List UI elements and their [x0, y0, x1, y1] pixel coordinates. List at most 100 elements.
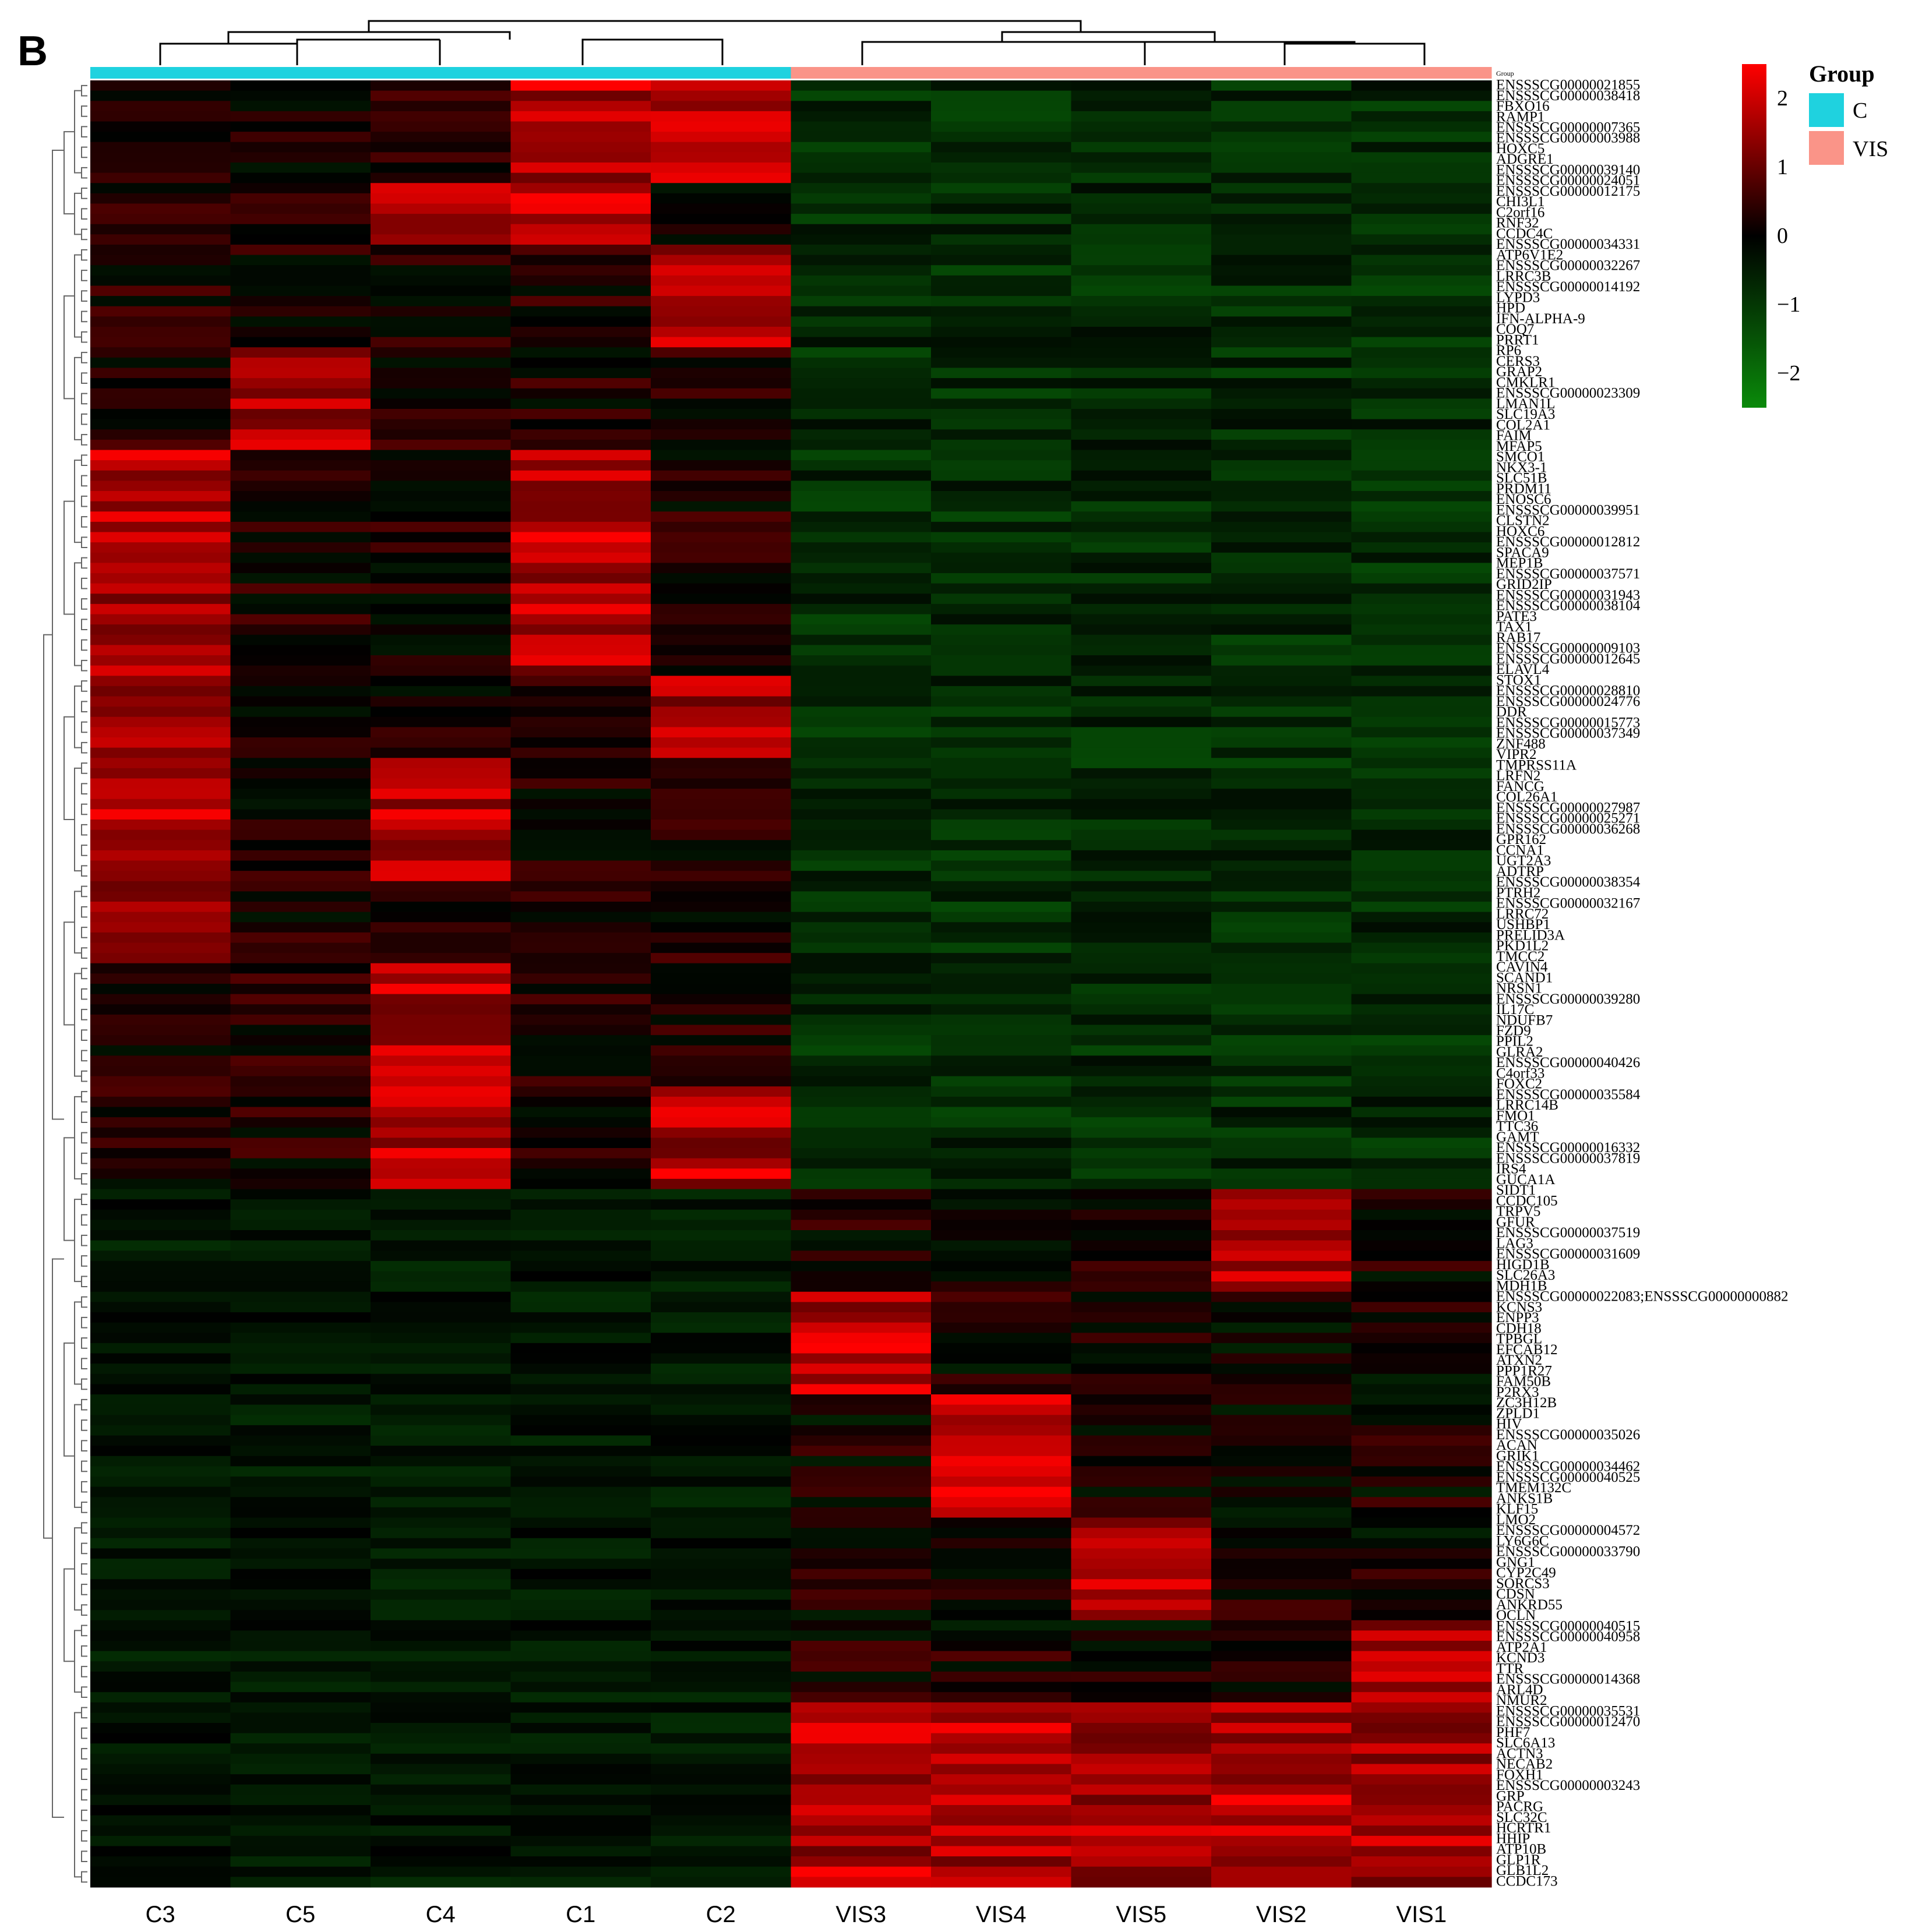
- row-label: ENSSSCG00000027987: [1496, 800, 1640, 815]
- heatmap-cell: [90, 624, 231, 635]
- heatmap-cell: [791, 501, 932, 512]
- row-label: ENSSSCG00000035584: [1496, 1087, 1641, 1103]
- heatmap-cell: [651, 881, 792, 892]
- heatmap-cell: [651, 552, 792, 563]
- group-bar-cell: [1071, 67, 1212, 79]
- heatmap-cell: [371, 1343, 512, 1354]
- row-label: ENSSSCG00000037819: [1496, 1150, 1640, 1166]
- heatmap-cell: [371, 902, 512, 913]
- heatmap-cell: [651, 285, 792, 296]
- heatmap-cell: [1211, 491, 1352, 502]
- heatmap-cell: [791, 521, 932, 533]
- heatmap-cell: [90, 470, 231, 481]
- heatmap-cell: [1211, 594, 1352, 605]
- heatmap-cell: [651, 90, 792, 101]
- heatmap-cell: [1071, 1045, 1212, 1056]
- heatmap-cell: [1071, 1569, 1212, 1580]
- heatmap-cell: [791, 1641, 932, 1652]
- heatmap-cell: [230, 296, 371, 307]
- heatmap-cell: [371, 388, 512, 399]
- heatmap-cell: [371, 1610, 512, 1621]
- heatmap-cell: [931, 90, 1072, 101]
- heatmap-cell: [90, 1199, 231, 1210]
- heatmap-cell: [1071, 1096, 1212, 1108]
- heatmap-cell: [90, 1835, 231, 1847]
- heatmap-cell: [371, 614, 512, 625]
- heatmap-cell: [1211, 1260, 1352, 1272]
- heatmap-cell: [1071, 1394, 1212, 1405]
- heatmap-cell: [1351, 337, 1492, 348]
- heatmap-cell: [1071, 984, 1212, 995]
- heatmap-cell: [230, 1251, 371, 1262]
- heatmap-cell: [791, 1014, 932, 1026]
- heatmap-cell: [230, 1168, 371, 1179]
- heatmap-cell: [90, 1692, 231, 1703]
- heatmap-cell: [1211, 1127, 1352, 1138]
- heatmap-cell: [1211, 1333, 1352, 1344]
- heatmap-cell: [651, 1877, 792, 1888]
- heatmap-cell: [510, 1189, 651, 1200]
- heatmap-cell: [1351, 1477, 1492, 1488]
- heatmap-cell: [1351, 1712, 1492, 1723]
- group-bar-cell: [90, 67, 231, 79]
- heatmap-cell: [791, 316, 932, 327]
- heatmap-cell: [651, 1066, 792, 1077]
- heatmap-cell: [791, 1528, 932, 1539]
- row-dendrogram-branch: [81, 1542, 87, 1555]
- row-label: CCDC173: [1496, 1873, 1558, 1889]
- heatmap-cell: [651, 419, 792, 430]
- heatmap-cell: [1211, 778, 1352, 789]
- heatmap-cell: [931, 1825, 1072, 1836]
- heatmap-cell: [1211, 111, 1352, 122]
- heatmap-cell: [371, 789, 512, 800]
- heatmap-cell: [651, 1148, 792, 1159]
- heatmap-cell: [1351, 747, 1492, 758]
- heatmap-cell: [371, 101, 512, 112]
- heatmap-cell: [510, 193, 651, 204]
- heatmap-cell: [931, 1548, 1072, 1559]
- heatmap-cell: [510, 573, 651, 584]
- row-dendrogram-branch: [81, 249, 87, 261]
- heatmap-cell: [651, 696, 792, 707]
- heatmap-cell: [230, 563, 371, 574]
- heatmap-cell: [510, 932, 651, 944]
- heatmap-cell: [230, 1189, 371, 1200]
- colorbar-ticks: 210−1−2: [1777, 86, 1800, 386]
- heatmap-cell: [1211, 460, 1352, 471]
- heatmap-cell: [371, 809, 512, 820]
- heatmap-cell: [90, 1178, 231, 1190]
- heatmap-cell: [90, 994, 231, 1005]
- heatmap-cell: [1351, 1271, 1492, 1282]
- heatmap-cell: [1351, 1178, 1492, 1190]
- heatmap-cell: [371, 1220, 512, 1231]
- heatmap-cell: [90, 737, 231, 748]
- row-dendrogram-branch: [81, 1666, 87, 1677]
- heatmap-cell: [371, 1856, 512, 1867]
- heatmap-cell: [1211, 1835, 1352, 1847]
- heatmap-cell: [651, 347, 792, 358]
- heatmap-cell: [371, 1291, 512, 1302]
- heatmap-cell: [791, 1066, 932, 1077]
- heatmap-cell: [1351, 255, 1492, 266]
- row-label: NKX3-1: [1496, 460, 1547, 475]
- heatmap-cell: [90, 142, 231, 153]
- heatmap-cell: [651, 1353, 792, 1364]
- heatmap-cell: [371, 460, 512, 471]
- heatmap-cell: [1211, 1343, 1352, 1354]
- heatmap-cell: [651, 1620, 792, 1631]
- heatmap-cell: [90, 1682, 231, 1693]
- heatmap-cell: [651, 1477, 792, 1488]
- heatmap-cell: [931, 1322, 1072, 1333]
- heatmap-cell: [651, 409, 792, 420]
- heatmap-cell: [230, 214, 371, 225]
- heatmap-cell: [1211, 1271, 1352, 1282]
- heatmap-cell: [230, 183, 371, 194]
- heatmap-cell: [510, 337, 651, 348]
- heatmap-cell: [510, 891, 651, 902]
- heatmap-cell: [371, 1045, 512, 1056]
- heatmap-cell: [1071, 1466, 1212, 1477]
- row-label: ENSSSCG00000007365: [1496, 119, 1640, 135]
- heatmap-cell: [791, 1671, 932, 1683]
- heatmap-cell: [791, 1517, 932, 1528]
- heatmap-cell: [230, 234, 371, 245]
